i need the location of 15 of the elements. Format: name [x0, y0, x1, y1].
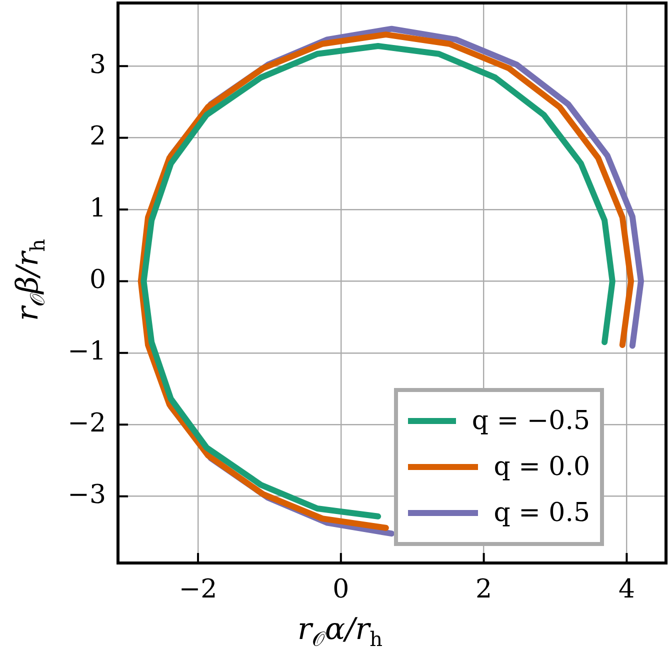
- legend-label: q = 0.0: [494, 452, 590, 482]
- legend-label: q = −0.5: [472, 406, 590, 436]
- x-axis-title: r$_{𝒪}$α/r$_{h}$: [298, 612, 382, 651]
- y-tick-label: 2: [89, 122, 106, 152]
- y-tick-label: −2: [68, 408, 106, 438]
- x-tick-label: −2: [178, 574, 218, 604]
- x-tick-label: 2: [476, 574, 492, 604]
- y-tick-label: 3: [89, 50, 106, 80]
- y-tick-label: 1: [89, 193, 106, 224]
- x-tick-label: 0: [332, 574, 350, 604]
- y-tick-label: −1: [68, 336, 106, 367]
- x-tick-label: 4: [618, 574, 635, 604]
- y-tick-label: 0: [89, 264, 106, 295]
- legend-label: q = 0.5: [494, 498, 590, 528]
- y-tick-label: −3: [68, 480, 106, 510]
